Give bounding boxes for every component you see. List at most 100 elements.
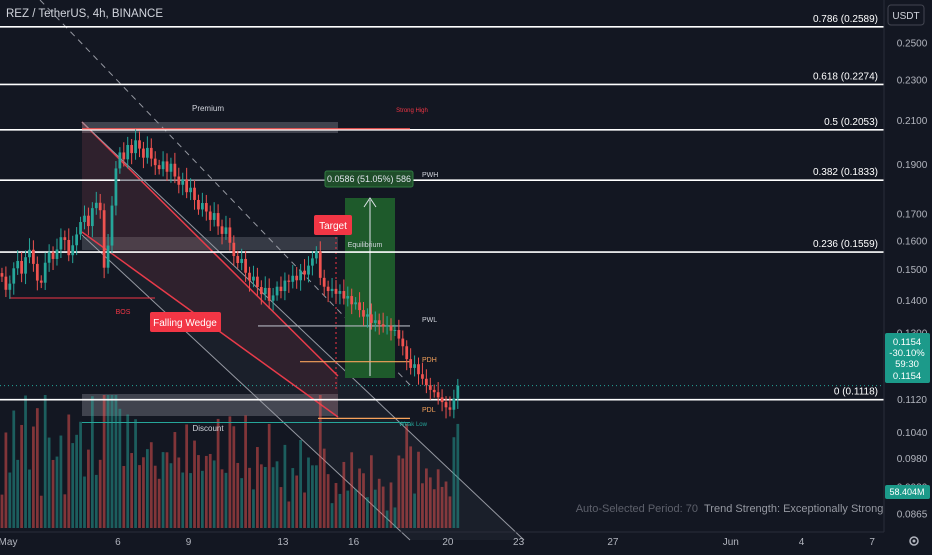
candle-body: [173, 163, 177, 177]
volume-bar: [75, 434, 79, 528]
candle-body: [381, 324, 385, 327]
currency-label: USDT: [892, 11, 919, 22]
candle-body: [110, 205, 114, 246]
volume-bar: [98, 459, 102, 528]
volume-bar: [224, 472, 228, 528]
volume-bar: [90, 396, 94, 528]
candle-body: [67, 239, 71, 256]
candle-body: [385, 325, 389, 327]
volume-bar: [389, 482, 393, 528]
volume-bar: [87, 449, 90, 528]
candle-body: [204, 203, 208, 212]
candle-body: [51, 252, 55, 259]
x-axis: May 6 9 13 16 20 23 27 Jun 4 7: [0, 537, 875, 548]
volume-bar: [32, 426, 35, 528]
volume-bar: [102, 395, 106, 528]
candle-body: [303, 270, 306, 275]
volume-bar: [424, 468, 428, 528]
candle-body: [228, 227, 232, 243]
volume-bar: [0, 494, 4, 528]
candle-body: [244, 258, 247, 273]
equilibrium-label: Equilibrium: [348, 242, 383, 249]
falling-wedge-callout: [150, 312, 221, 332]
candle-body: [358, 302, 361, 311]
volume-bar: [244, 415, 247, 528]
candle-body: [263, 287, 267, 295]
candle-body: [142, 148, 145, 158]
volume-badge: [885, 485, 930, 499]
volume-bar: [393, 507, 397, 528]
volume-bar: [189, 473, 192, 528]
volume-bar: [452, 437, 456, 528]
candle-body: [185, 179, 189, 193]
candle-body: [138, 140, 141, 149]
candle-body: [94, 202, 98, 209]
volume-bar: [94, 474, 98, 528]
candle-body: [114, 168, 118, 206]
candle-body: [102, 210, 106, 268]
volume-bar: [314, 465, 318, 528]
candle-body: [318, 251, 322, 278]
candle-body: [409, 359, 413, 368]
volume-bar: [138, 465, 141, 528]
candle-body: [126, 144, 130, 160]
candle-body: [161, 161, 165, 170]
target-callout: [314, 215, 352, 235]
currency-button[interactable]: [887, 4, 925, 26]
candle-body: [338, 291, 342, 294]
y-tick-label: 0.2100: [897, 116, 928, 127]
x-tick-label: 20: [442, 537, 454, 548]
candle-body: [256, 276, 259, 288]
volume-bar: [67, 414, 71, 528]
pwl-label: PWL: [422, 317, 437, 324]
volume-bar: [440, 486, 444, 528]
wedge-upper-line: [81, 121, 339, 377]
candle-body: [366, 314, 369, 317]
volume-bar: [350, 452, 354, 528]
volume-bar: [142, 457, 145, 528]
fib-level-label: 0.236 (0.1559): [813, 239, 878, 250]
current-price-badge: [885, 333, 930, 383]
candle-body: [291, 275, 295, 282]
target-arrow-head: [363, 197, 377, 208]
bos-label: BOS: [116, 309, 131, 316]
volume-bar: [409, 446, 413, 528]
price-axis-panel: [884, 0, 932, 532]
candle-body: [440, 397, 444, 403]
volume-bar: [322, 448, 326, 528]
volume-bar: [428, 477, 432, 528]
volume-bar: [83, 476, 86, 528]
y-tick-label: 0.1120: [897, 395, 927, 406]
candle-body: [87, 215, 90, 227]
volume-bar: [330, 503, 334, 528]
fib-level-label: 0.5 (0.2053): [824, 117, 878, 128]
volume-bar: [326, 474, 330, 528]
candle-body: [193, 187, 196, 200]
volume-bar: [373, 489, 377, 528]
measure-box: [324, 170, 414, 188]
y-tick-label: 0.1600: [897, 237, 928, 248]
candle-body: [346, 296, 350, 299]
candle-body: [448, 407, 452, 410]
candle-body: [295, 275, 299, 281]
candle-body: [405, 346, 409, 360]
volume-bar: [16, 459, 20, 528]
volume-bar: [334, 483, 338, 528]
volume-bar: [432, 489, 436, 528]
candle-body: [32, 249, 35, 264]
candle-body: [389, 325, 393, 331]
pdl-label: PDL: [422, 407, 436, 414]
candle-body: [334, 288, 338, 294]
volume-bar: [181, 472, 185, 528]
x-tick-label: Jun: [723, 537, 739, 548]
volume-bar: [71, 443, 75, 528]
candle-body: [4, 276, 8, 290]
volume-bar: [318, 395, 322, 528]
volume-bar: [157, 478, 161, 528]
settings-gear-icon[interactable]: [909, 536, 919, 546]
volume-bar: [59, 435, 63, 528]
candle-body: [8, 283, 12, 290]
volume-bar: [220, 469, 224, 528]
volume-bar: [24, 395, 27, 528]
